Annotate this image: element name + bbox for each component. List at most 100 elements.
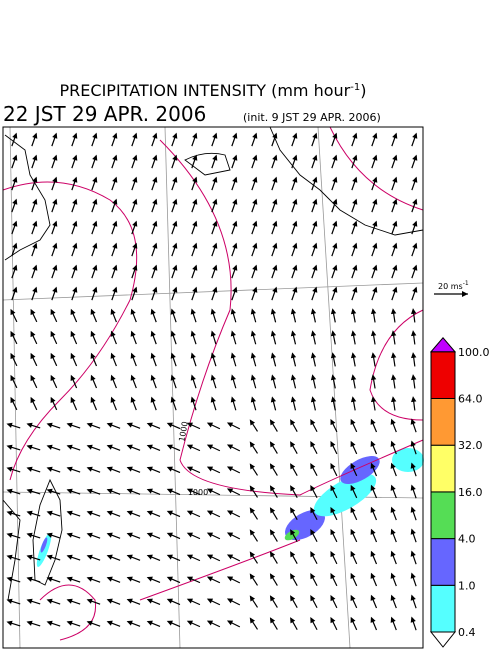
arrowhead <box>412 176 418 183</box>
arrowhead <box>112 286 118 293</box>
arrowhead <box>72 132 78 139</box>
arrowhead <box>132 176 138 183</box>
arrowhead <box>230 374 236 381</box>
isobars <box>2 126 424 641</box>
arrowhead <box>330 418 336 426</box>
arrowhead <box>72 176 78 183</box>
arrowhead <box>132 242 138 249</box>
arrowhead <box>206 422 214 428</box>
isobar <box>139 539 301 601</box>
arrowhead <box>50 308 56 316</box>
arrowhead <box>166 554 173 560</box>
map: 1000 1000 <box>2 126 424 649</box>
arrowhead <box>350 308 357 315</box>
arrowhead <box>252 132 258 139</box>
colorbar-label: 100.0 <box>458 346 490 359</box>
arrowhead <box>292 220 298 227</box>
arrowhead <box>412 154 418 161</box>
arrowhead <box>210 396 216 403</box>
arrowhead <box>352 286 358 293</box>
arrowhead <box>412 220 418 227</box>
lon-line <box>164 126 181 649</box>
arrowhead <box>92 286 98 293</box>
arrowhead <box>152 264 158 271</box>
isobar <box>369 309 424 421</box>
arrowhead <box>132 154 138 161</box>
arrowhead <box>249 573 256 580</box>
arrowhead <box>46 444 53 450</box>
precip-area <box>313 473 377 517</box>
title-text: PRECIPITATION INTENSITY (mm hour <box>60 81 351 100</box>
arrowhead <box>292 154 298 161</box>
arrowhead <box>392 286 398 293</box>
arrowhead <box>290 573 296 580</box>
arrowhead <box>106 532 113 538</box>
arrowhead <box>192 242 198 249</box>
arrowhead <box>152 154 158 161</box>
arrowhead <box>186 620 193 626</box>
arrowhead <box>330 396 337 403</box>
arrowhead <box>66 620 73 626</box>
arrowhead <box>12 242 18 249</box>
arrowhead <box>252 286 258 293</box>
arrowhead <box>152 242 158 249</box>
arrowhead <box>330 506 336 514</box>
arrowhead <box>312 220 318 227</box>
arrowhead <box>112 264 118 271</box>
arrowhead <box>252 198 258 205</box>
arrowhead <box>290 529 296 536</box>
arrowhead <box>410 528 416 535</box>
arrowhead <box>106 510 113 516</box>
arrowhead <box>112 242 118 249</box>
arrowhead <box>352 242 358 249</box>
arrowhead <box>310 352 317 359</box>
arrowhead <box>272 176 278 183</box>
colorbar-triangle <box>429 631 457 648</box>
arrowhead <box>72 198 78 205</box>
arrowhead <box>172 242 178 249</box>
arrowhead <box>92 264 98 271</box>
arrowhead <box>206 576 214 582</box>
arrowhead <box>310 308 317 315</box>
arrowhead <box>330 308 337 315</box>
arrowhead <box>50 330 56 338</box>
arrowhead <box>26 488 33 494</box>
arrowhead <box>32 154 38 161</box>
arrowhead <box>126 422 133 428</box>
arrowhead <box>350 462 356 470</box>
map-frame <box>2 126 424 649</box>
arrowhead <box>170 374 176 381</box>
arrowhead <box>290 595 296 602</box>
arrowhead <box>46 532 53 538</box>
arrowhead <box>252 242 258 249</box>
arrowhead <box>226 510 234 516</box>
arrowhead <box>72 154 78 161</box>
arrowhead <box>190 330 196 337</box>
arrowhead <box>270 308 277 315</box>
arrowhead <box>6 532 13 538</box>
arrowhead <box>390 352 397 359</box>
arrowhead <box>310 551 316 558</box>
arrowhead <box>410 506 416 513</box>
arrowhead <box>390 572 396 579</box>
arrowhead <box>210 330 216 337</box>
arrowhead <box>410 418 416 425</box>
arrowhead <box>192 132 198 139</box>
arrowhead <box>232 176 238 183</box>
colorbar-label: 1.0 <box>458 579 476 592</box>
arrowhead <box>66 576 73 582</box>
arrowhead <box>226 576 234 582</box>
precip-area <box>36 533 52 567</box>
arrowhead <box>172 220 178 227</box>
arrowhead <box>290 396 297 403</box>
arrowhead <box>370 308 377 315</box>
arrowhead <box>146 620 153 626</box>
arrowhead <box>270 374 277 381</box>
arrowhead <box>10 374 16 382</box>
arrowhead <box>350 374 357 381</box>
arrowhead <box>390 330 397 337</box>
arrowhead <box>112 154 118 161</box>
arrowhead <box>26 466 33 472</box>
arrowhead <box>290 374 297 381</box>
